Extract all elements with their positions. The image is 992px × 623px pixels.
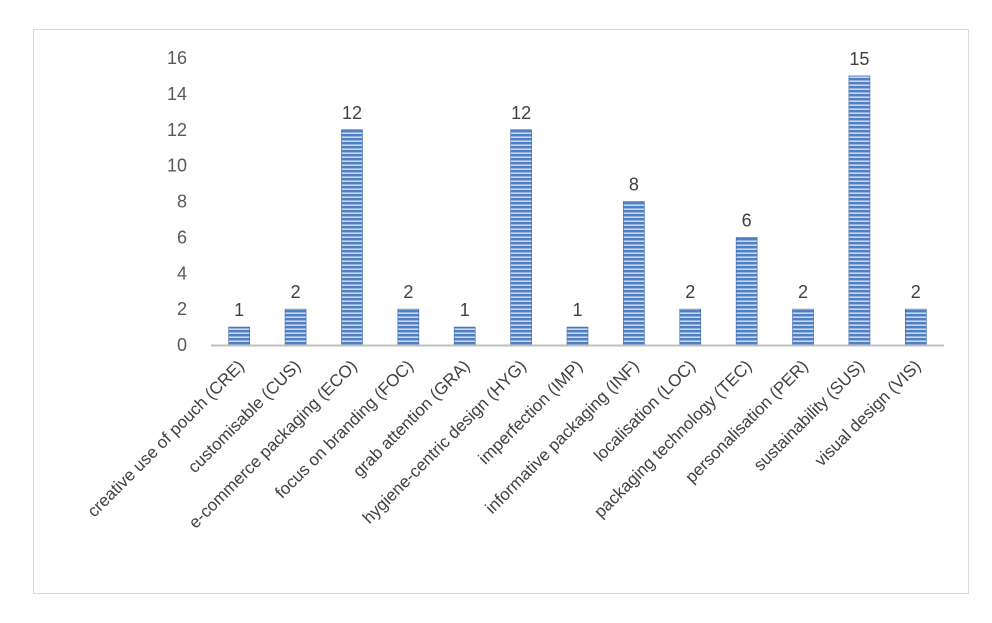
data-label: 12 bbox=[342, 103, 362, 123]
bar bbox=[397, 308, 420, 346]
y-tick-label: 12 bbox=[167, 120, 187, 140]
data-label: 1 bbox=[460, 300, 470, 320]
y-tick-label: 2 bbox=[177, 299, 187, 319]
bar bbox=[228, 326, 250, 346]
bar bbox=[510, 129, 532, 346]
bar bbox=[792, 308, 814, 346]
bar bbox=[284, 308, 307, 346]
category-labels-group: creative use of pouch (CRE)customisable … bbox=[84, 356, 925, 532]
bar bbox=[905, 308, 927, 346]
bar bbox=[848, 75, 871, 346]
y-axis-ticks: 0 2 4 6 8 10 12 14 16 bbox=[167, 48, 187, 355]
data-label: 6 bbox=[742, 210, 752, 230]
y-tick-label: 14 bbox=[167, 84, 187, 104]
data-label: 1 bbox=[234, 300, 244, 320]
y-tick-label: 4 bbox=[177, 263, 187, 283]
bar bbox=[566, 326, 589, 346]
bar bbox=[623, 201, 645, 346]
category-label: imperfection (IMP) bbox=[475, 356, 587, 468]
category-label: localisation (LOC) bbox=[590, 356, 699, 465]
bar bbox=[453, 326, 476, 346]
data-label: 2 bbox=[911, 282, 921, 302]
data-label: 2 bbox=[403, 282, 413, 302]
data-label: 15 bbox=[849, 49, 869, 69]
data-label: 2 bbox=[685, 282, 695, 302]
y-tick-label: 10 bbox=[167, 156, 187, 176]
bar bbox=[735, 237, 758, 346]
data-label: 12 bbox=[511, 103, 531, 123]
bars-group bbox=[228, 75, 927, 346]
bar bbox=[341, 129, 363, 346]
data-label: 8 bbox=[629, 175, 639, 195]
data-label: 2 bbox=[291, 282, 301, 302]
category-label: sustainability (SUS) bbox=[750, 356, 868, 474]
y-tick-label: 16 bbox=[167, 48, 187, 68]
y-tick-label: 6 bbox=[177, 227, 187, 247]
chart-frame: 0 2 4 6 8 10 12 14 16 1 2 12 2 1 12 1 8 2 6 2 15 2 creative … bbox=[33, 29, 969, 594]
category-label: visual design (VIS) bbox=[811, 356, 925, 470]
bar bbox=[679, 308, 702, 346]
data-label: 2 bbox=[798, 282, 808, 302]
y-tick-label: 0 bbox=[177, 335, 187, 355]
data-label: 1 bbox=[572, 300, 582, 320]
y-tick-label: 8 bbox=[177, 192, 187, 212]
